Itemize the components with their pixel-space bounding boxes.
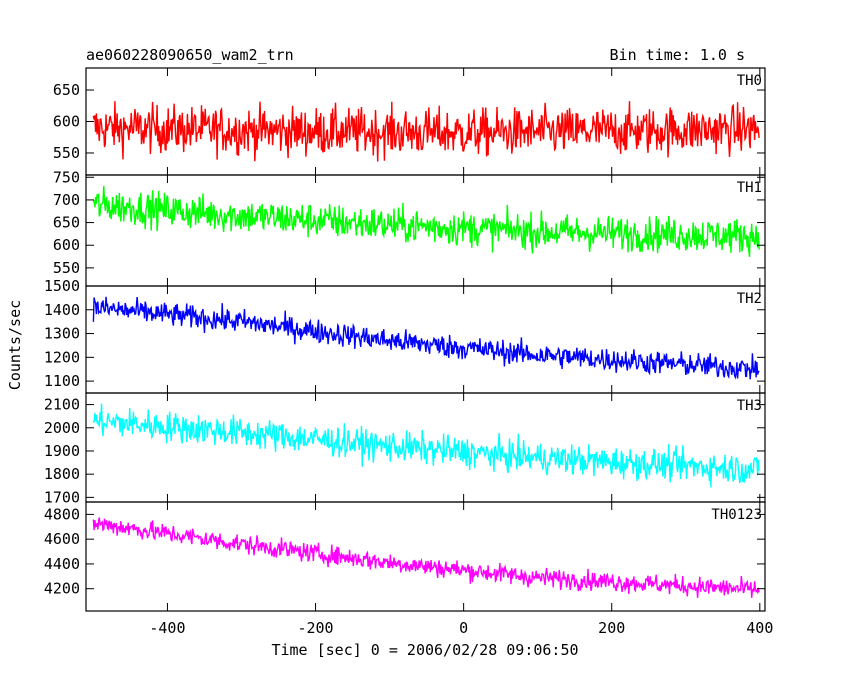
x-tick-label: 0	[459, 619, 468, 637]
y-tick-label-th2: 1200	[44, 348, 80, 366]
y-tick-label-th3: 1700	[44, 488, 80, 506]
y-tick-label-th3: 1800	[44, 465, 80, 483]
y-tick-label-th2: 1400	[44, 301, 80, 319]
y-tick-label-th3: 2000	[44, 419, 80, 437]
x-axis-label: Time [sec] 0 = 2006/02/28 09:06:50	[271, 641, 578, 659]
panel-frame-th0123	[85, 501, 766, 612]
y-tick-label-th2: 1500	[44, 277, 80, 295]
panel-label-th2: TH2	[737, 291, 762, 307]
y-tick-label-th0: 600	[53, 113, 80, 131]
x-tick-label: -400	[149, 619, 185, 637]
x-tick-label: 400	[746, 619, 773, 637]
y-tick-label-th0123: 4800	[44, 505, 80, 523]
y-tick-label-th2: 1300	[44, 325, 80, 343]
y-tick-label-th0123: 4200	[44, 580, 80, 598]
y-tick-label-th1: 600	[53, 236, 80, 254]
series-line-th0	[92, 101, 760, 162]
y-tick-label-th2: 1100	[44, 372, 80, 390]
y-tick-label-th0: 550	[53, 144, 80, 162]
x-tick-label: 200	[598, 619, 625, 637]
series-line-th0123	[92, 517, 760, 598]
series-line-th1	[92, 185, 760, 257]
y-tick-label-th1: 550	[53, 259, 80, 277]
panels-layer	[92, 101, 760, 598]
axes-layer: TH0 550 600 650 TH1 550 600 650 700 750 TH2 1100 120…	[44, 67, 773, 637]
panel-label-th1: TH1	[737, 180, 762, 196]
y-axis-label: Counts/sec	[6, 300, 24, 390]
y-tick-label-th3: 2100	[44, 396, 80, 414]
panel-label-th3: TH3	[737, 398, 762, 414]
y-tick-label-th0123: 4400	[44, 555, 80, 573]
y-tick-label-th0: 650	[53, 81, 80, 99]
y-tick-label-th1: 700	[53, 191, 80, 209]
y-tick-label-th3: 1900	[44, 442, 80, 460]
series-line-th3	[92, 403, 760, 488]
y-tick-label-th1: 750	[53, 168, 80, 186]
x-tick-label: -200	[297, 619, 333, 637]
panel-label-th0123: TH0123	[711, 507, 762, 523]
y-tick-label-th1: 650	[53, 214, 80, 232]
chart-title: ae060228090650_wam2_trn	[86, 46, 294, 64]
y-tick-label-th0123: 4600	[44, 530, 80, 548]
panel-label-th0: TH0	[737, 73, 762, 89]
chart-subtitle: Bin time: 1.0 s	[610, 46, 745, 64]
series-line-th2	[92, 296, 760, 380]
